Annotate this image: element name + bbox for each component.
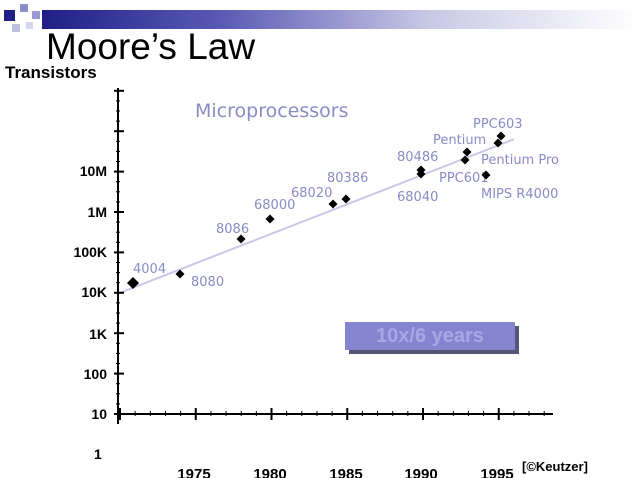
corner-square-dark [4,10,15,21]
corner-square-mid [20,4,28,12]
trend-line [119,138,515,294]
x-tick-label: 1995 [480,466,514,478]
chart-title: Microprocessors [195,100,349,122]
y-tick-label: 1K [89,326,107,342]
data-point-label: 80386 [327,171,368,186]
data-point-label: MIPS R4000 [481,187,558,202]
x-tick-label: 1985 [329,466,363,478]
data-point [341,194,351,204]
y-tick-label: 10M [79,163,107,179]
x-tick-label: 1980 [253,466,287,478]
data-point [175,269,185,279]
corner-square-light2 [26,22,33,29]
y-axis-title: Transistors [5,63,97,82]
corner-square-mid2 [32,11,40,19]
data-point [462,147,472,157]
data-point [127,277,139,289]
data-point-label: 8080 [191,275,224,290]
data-point-label: Pentium Pro [481,153,559,168]
x-tick-label: 1990 [404,466,438,478]
data-point [481,170,491,180]
data-point [328,199,338,209]
title-bar [42,10,638,29]
corner-square-light [12,24,20,32]
y-tick-label: 100K [73,244,107,260]
credit: [©Keutzer] [522,459,588,474]
y-tick-label: 100 [83,366,107,382]
data-point-label: 68000 [254,198,295,213]
y-tick-label: 1M [87,204,107,220]
data-point [265,214,275,224]
data-point-label: Pentium [433,133,486,148]
data-point [460,155,470,165]
annotation-box: 10x/6 years [345,322,515,350]
y-tick-label: 10K [81,284,107,300]
data-point [493,138,503,148]
data-point-label: 80486 [397,150,438,165]
data-point-label: PPC603 [473,117,523,132]
data-point-label: 68020 [291,186,332,201]
x-tick-label: 1975 [177,466,211,478]
data-point-label: 68040 [397,190,438,205]
data-point-label: PPC601 [439,171,489,186]
slide-title: Moore’s Law [46,26,256,67]
data-point-label: 8086 [216,222,249,237]
data-point-label: 4004 [133,262,166,277]
data-point [236,234,246,244]
data-point [416,169,426,179]
y-tick-label: 10 [91,406,107,422]
data-point [496,131,506,141]
y-bottom-label: 1 [94,446,102,462]
